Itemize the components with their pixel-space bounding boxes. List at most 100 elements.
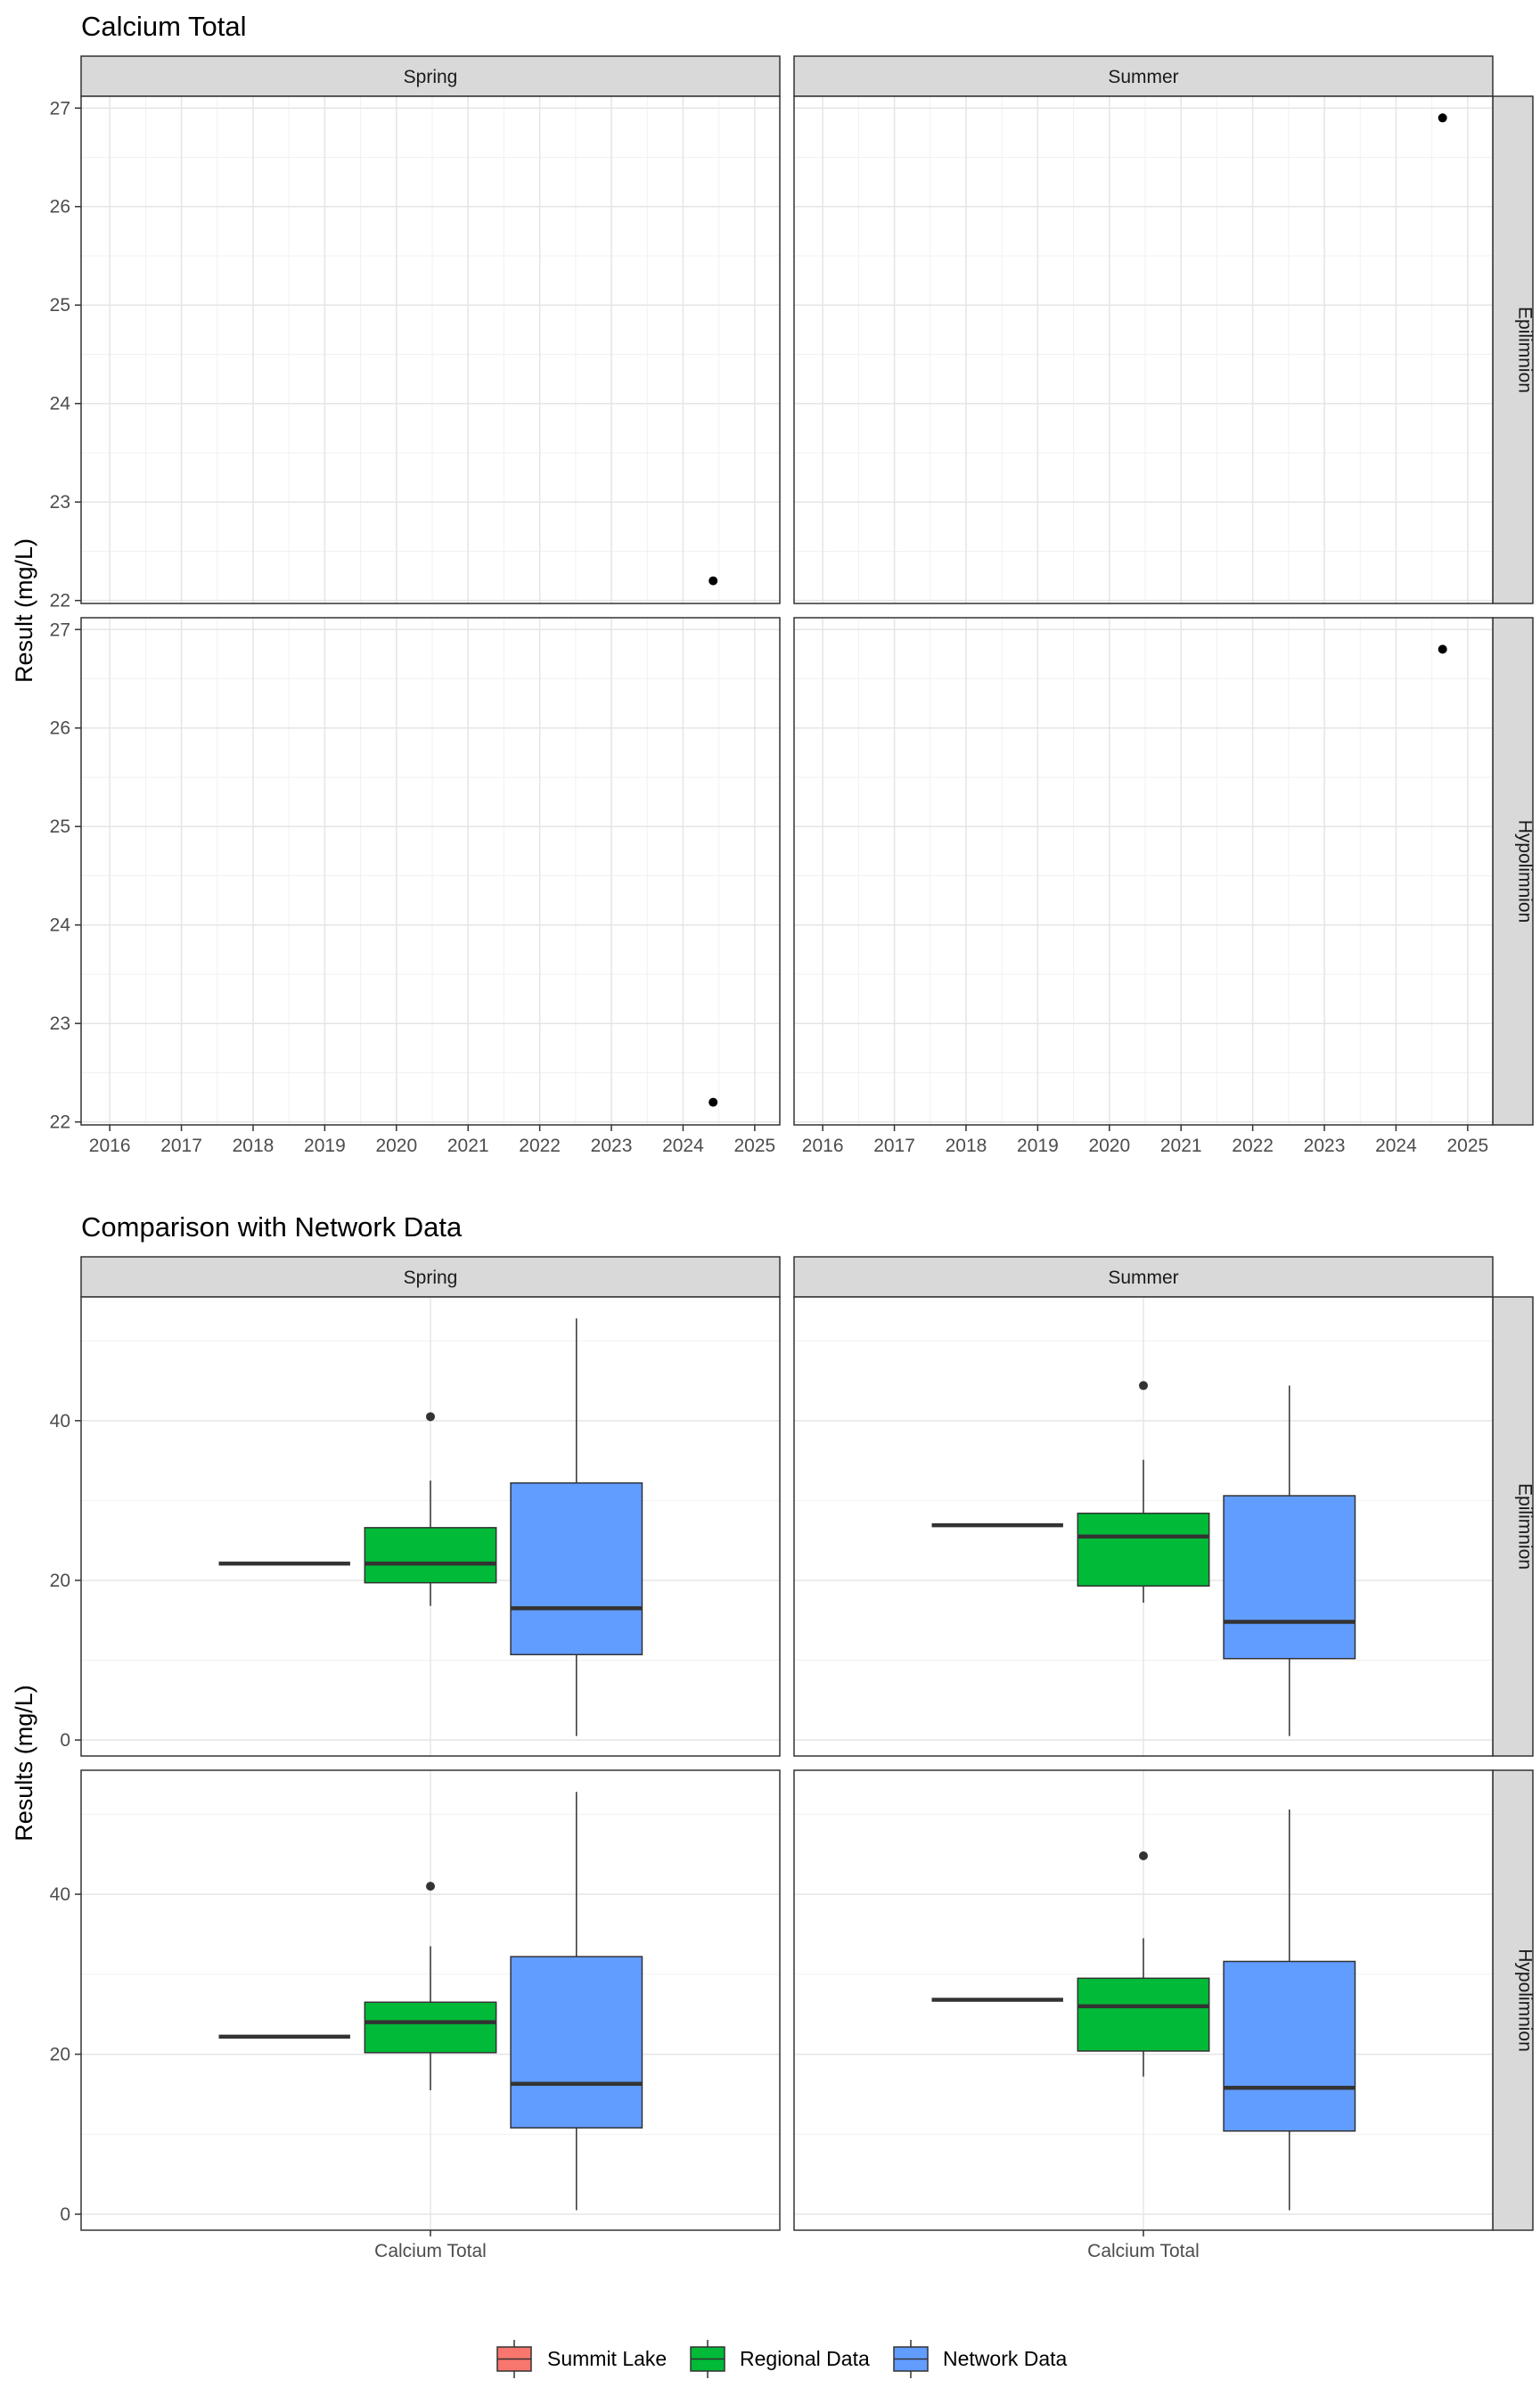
box-regional-data	[364, 1882, 497, 2090]
x-tick-label: 2023	[1304, 1136, 1346, 1156]
panel-background	[81, 96, 780, 603]
panel-border	[80, 95, 781, 604]
panel-border	[793, 617, 1494, 1126]
box-body	[510, 1481, 643, 1656]
strip-label: Epilimnion	[1515, 1483, 1536, 1570]
strip-top-summer: Summer	[793, 1256, 1494, 1298]
strip-background	[80, 1256, 781, 1298]
x-axis-spring: Calcium Total	[374, 2230, 487, 2261]
x-tick-label: 2021	[447, 1136, 489, 1156]
strip-label: Epilimnion	[1515, 307, 1536, 393]
strip-label: Spring	[404, 1268, 458, 1288]
strip-background	[793, 55, 1494, 97]
panel-summer-epilimnion	[793, 1296, 1494, 1757]
box-body	[364, 2001, 497, 2054]
y-tick-label: 25	[50, 816, 70, 837]
legend-label: Regional Data	[740, 2347, 870, 2370]
panel-summer-hypolimnion	[793, 1769, 1494, 2231]
y-axis-title: Result (mg/L)	[11, 538, 37, 683]
panel-spring-hypolimnion	[80, 617, 781, 1126]
box-regional-data	[1077, 1381, 1210, 1604]
panel-border	[80, 1296, 781, 1757]
strip-top-summer: Summer	[793, 55, 1494, 97]
x-tick-label: 2024	[662, 1136, 704, 1156]
strip-right-epilimnion: Epilimnion	[1492, 1296, 1536, 1757]
x-tick-label: 2019	[304, 1136, 346, 1156]
strip-top-spring: Spring	[80, 55, 781, 97]
chart-title: Calcium Total	[81, 11, 247, 42]
legend-item-network-data: Network Data	[893, 2340, 1068, 2378]
panel-summer-epilimnion	[793, 95, 1494, 604]
y-tick-label: 22	[50, 1112, 70, 1133]
x-tick-label: 2021	[1160, 1136, 1202, 1156]
strip-right-epilimnion: Epilimnion	[1492, 95, 1536, 604]
x-tick-label: Calcium Total	[1087, 2241, 1200, 2261]
data-point	[709, 1097, 718, 1107]
legend-item-summit-lake: Summit Lake	[496, 2340, 667, 2378]
x-tick-label: 2023	[591, 1136, 633, 1156]
box-network-data	[1223, 1809, 1356, 2211]
panel-summer-hypolimnion	[793, 617, 1494, 1126]
strip-background	[1492, 95, 1534, 604]
chart-title: Comparison with Network Data	[81, 1211, 463, 1243]
panel-spring-epilimnion	[80, 95, 781, 604]
y-tick-label: 27	[50, 620, 70, 640]
y-tick-label: 0	[60, 1730, 70, 1751]
box-body	[1223, 1960, 1356, 2132]
data-point	[1438, 644, 1447, 654]
x-tick-label: Calcium Total	[374, 2241, 487, 2261]
box-body	[510, 1956, 643, 2129]
box-body	[1077, 1512, 1210, 1587]
y-axis-hypolimnion: 0 20 40	[50, 1884, 81, 2225]
y-tick-label: 0	[60, 2204, 70, 2225]
strip-label: Summer	[1108, 67, 1178, 87]
x-axis-spring: 2016 2017 2018 2019 2020 2021 2022 2023 2024 2025	[89, 1125, 775, 1156]
y-tick-label: 24	[50, 915, 71, 936]
y-axis-epilimnion: 22 23 24 25 26 27	[50, 98, 81, 611]
strip-background	[793, 1256, 1494, 1298]
y-tick-label: 26	[50, 197, 70, 217]
legend-label: Summit Lake	[547, 2347, 667, 2370]
x-tick-label: 2018	[946, 1136, 987, 1156]
panel-border	[793, 1296, 1494, 1757]
y-axis-epilimnion: 0 20 40	[50, 1411, 81, 1751]
panel-background	[794, 618, 1493, 1125]
outlier-point	[1139, 1851, 1148, 1861]
y-axis-title: Results (mg/L)	[11, 1685, 37, 1842]
panel-background	[81, 618, 780, 1125]
panel-border	[793, 95, 1494, 604]
box-regional-data	[1077, 1851, 1210, 2077]
x-axis-summer: Calcium Total	[1087, 2230, 1200, 2261]
y-tick-label: 40	[50, 1411, 70, 1432]
x-tick-label: 2025	[1446, 1136, 1488, 1156]
y-tick-label: 27	[50, 98, 70, 119]
strip-top-spring: Spring	[80, 1256, 781, 1298]
legend: Summit Lake Regional Data Network Data	[496, 2340, 1068, 2378]
outlier-point	[426, 1412, 435, 1422]
legend-label: Network Data	[943, 2347, 1068, 2370]
strip-label: Hypolimnion	[1515, 1949, 1536, 2052]
y-tick-label: 23	[50, 1013, 70, 1034]
x-tick-label: 2018	[233, 1136, 274, 1156]
strip-label: Summer	[1108, 1268, 1178, 1288]
panel-background	[794, 96, 1493, 603]
y-tick-label: 20	[50, 1571, 70, 1591]
box-network-data	[510, 1792, 643, 2211]
x-tick-label: 2025	[733, 1136, 775, 1156]
x-tick-label: 2019	[1017, 1136, 1059, 1156]
box-network-data	[1223, 1385, 1356, 1736]
y-tick-label: 24	[50, 394, 71, 414]
x-tick-label: 2024	[1375, 1136, 1417, 1156]
legend-item-regional-data: Regional Data	[690, 2340, 870, 2378]
x-axis-summer: 2016 2017 2018 2019 2020 2021 2022 2023 2024 2025	[802, 1125, 1488, 1156]
x-tick-label: 2017	[873, 1136, 915, 1156]
data-point	[709, 576, 718, 586]
y-axis-hypolimnion: 22 23 24 25 26 27	[50, 620, 81, 1133]
box-regional-data	[364, 1412, 497, 1606]
panel-spring-hypolimnion	[80, 1769, 781, 2231]
box-network-data	[510, 1318, 643, 1736]
y-tick-label: 26	[50, 718, 70, 739]
y-tick-label: 22	[50, 591, 70, 611]
strip-right-hypolimnion: Hypolimnion	[1492, 1769, 1536, 2231]
panel-border	[80, 617, 781, 1126]
